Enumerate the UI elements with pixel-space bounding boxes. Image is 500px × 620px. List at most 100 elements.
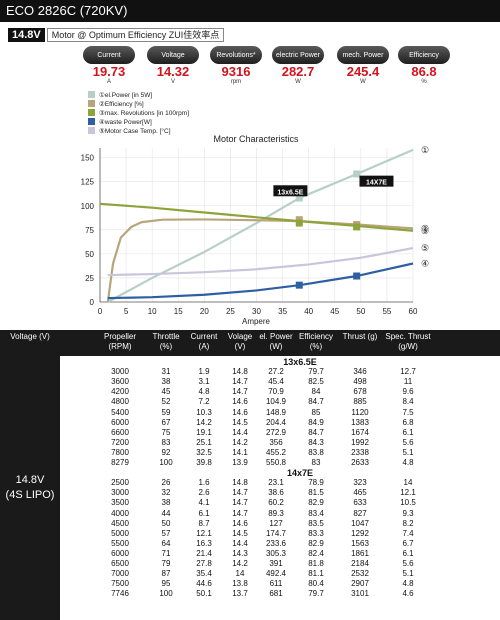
table-cell: 38.6	[268, 488, 284, 498]
metric-value: 19.73	[92, 64, 126, 79]
table-cell: 83.8	[308, 447, 324, 457]
x-tick-label: 15	[174, 307, 183, 316]
table-cell: 78.9	[308, 478, 324, 488]
x-tick-label: 45	[330, 307, 339, 316]
voltage-label-sub: (4S LIPO)	[5, 489, 55, 501]
table-cell: 45.4	[268, 377, 284, 387]
table-cell: 7800	[111, 447, 129, 457]
table-cell: 83	[161, 437, 171, 447]
table-cell: 13.7	[232, 589, 248, 599]
table-cell: 79.7	[308, 367, 324, 377]
table-cell: 391	[269, 559, 283, 568]
table-cell: 52	[161, 397, 171, 407]
table-cell: 4800	[111, 397, 129, 407]
table-cell: 4.1	[198, 498, 210, 508]
table-cell: 3000	[111, 367, 129, 377]
table-cell: 1992	[351, 437, 369, 447]
column-header: Spec. Thrust (g/W)	[385, 332, 431, 351]
series-end-label: ⑤	[421, 243, 429, 253]
table-cell: 84.9	[308, 417, 324, 427]
table-cell: 827	[353, 508, 367, 518]
table-cell: 2500	[111, 478, 129, 488]
metric-value: 86.8	[411, 64, 437, 79]
table-cell: 346	[353, 367, 367, 377]
table-cell: 45	[161, 387, 171, 397]
legend-entry: ①el.Power [in 5W]	[99, 91, 152, 99]
table-cell: 84.7	[308, 397, 324, 407]
table-cell: 57	[161, 528, 171, 538]
table-cell: 83.3	[308, 528, 324, 538]
chart-title: Motor Characteristics	[213, 134, 299, 144]
metric-unit: V	[170, 79, 175, 85]
table-cell: 6600	[111, 427, 129, 437]
table-cell: 5.6	[402, 437, 414, 447]
metric-label: mech. Power	[337, 46, 389, 64]
table-cell: 611	[269, 579, 283, 589]
table-cell: 6.7	[402, 538, 414, 548]
operating-point-header: 14.8V Motor @ Optimum Efficiency ZUI佳效率点	[8, 28, 225, 42]
data-point-marker	[295, 281, 303, 289]
table-cell: 70.9	[268, 387, 284, 397]
table-cell: 81.5	[308, 488, 324, 498]
annotation-label: 13x6.5E	[277, 189, 303, 196]
y-tick-label: 25	[85, 274, 94, 283]
table-cell: 81.8	[308, 559, 324, 568]
table-cell: 3500	[111, 498, 129, 508]
table-cell: 4.8	[402, 579, 414, 589]
table-cell: 14.7	[232, 498, 248, 508]
metric-4: electric Power 282.7 W	[272, 46, 324, 86]
table-cell: 5.6	[402, 559, 414, 568]
column-header: Voltage (V)	[10, 332, 50, 341]
table-cell: 27.8	[196, 559, 212, 568]
table-cell: 1047	[351, 518, 369, 528]
table-cell: 6000	[111, 548, 129, 558]
table-cell: 1120	[351, 407, 369, 417]
table-cell: 100	[159, 589, 173, 599]
metric-2: Voltage 14.32 V	[147, 46, 199, 86]
table-cell: 1861	[351, 548, 369, 558]
table-cell: 21.4	[196, 548, 212, 558]
table-cell: 23.1	[268, 478, 284, 488]
table-cell: 16.3	[196, 538, 212, 548]
column-header: Throttle (%)	[152, 332, 180, 351]
table-cell: 1292	[351, 528, 369, 538]
table-cell: 7200	[111, 437, 129, 447]
table-cell: 127	[269, 518, 283, 528]
y-tick-label: 100	[81, 202, 95, 211]
table-cell: 465	[353, 488, 367, 498]
table-cell: 4.8	[198, 387, 210, 397]
table-cell: 14.7	[232, 387, 248, 397]
table-cell: 5400	[111, 407, 129, 417]
table-cell: 81.1	[308, 569, 324, 579]
table-cell: 59	[161, 407, 171, 417]
table-cell: 79.7	[308, 589, 324, 599]
table-cell: 10.3	[196, 407, 212, 417]
table-cell: 25.1	[196, 437, 212, 447]
table-cell: 82.9	[308, 498, 324, 508]
legend-entry: ③max. Revolutions [in 100rpm]	[99, 109, 189, 117]
table-cell: 14.3	[232, 548, 248, 558]
series-end-label: ④	[421, 259, 429, 269]
table-cell: 2184	[351, 559, 369, 568]
table-cell: 12.7	[400, 367, 416, 377]
table-cell: 14	[235, 569, 245, 579]
table-cell: 60.2	[268, 498, 284, 508]
x-tick-label: 5	[124, 307, 129, 316]
data-point-marker	[353, 272, 361, 280]
table-cell: 14.2	[196, 417, 212, 427]
metric-label: Efficiency	[398, 46, 450, 64]
table-cell: 82.5	[308, 377, 324, 387]
table-cell: 79	[161, 559, 171, 568]
table-cell: 2338	[351, 447, 369, 457]
table-cell: 498	[353, 377, 367, 387]
table-cell: 9.6	[402, 387, 414, 397]
table-cell: 5000	[111, 528, 129, 538]
x-tick-label: 55	[382, 307, 391, 316]
table-cell: 32	[161, 488, 171, 498]
data-point-marker	[353, 223, 361, 231]
table-cell: 14.4	[232, 427, 248, 437]
table-cell: 3000	[111, 488, 129, 498]
page-title: ECO 2826C (720KV)	[0, 0, 500, 22]
propeller-section-heading: 13x6.5E	[283, 357, 317, 367]
table-cell: 83.4	[308, 508, 324, 518]
